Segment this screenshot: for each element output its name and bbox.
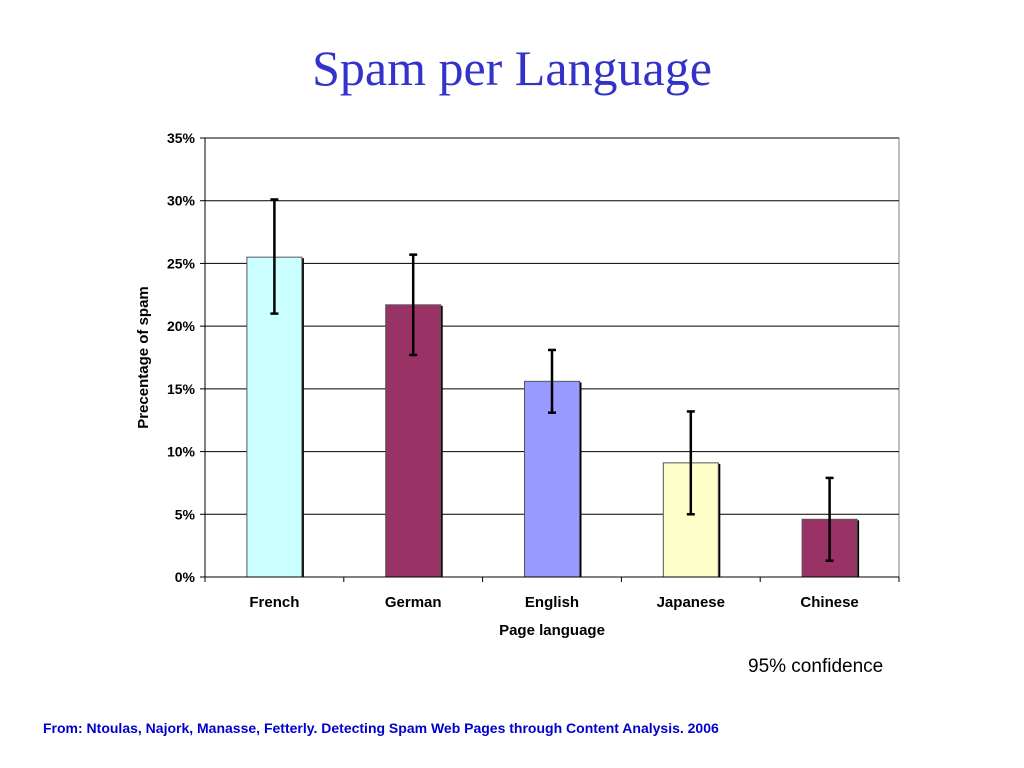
y-tick-label: 20% [167, 318, 196, 334]
x-tick-label: French [249, 594, 299, 611]
source-citation: From: Ntoulas, Najork, Manasse, Fetterly… [43, 720, 719, 736]
y-tick-label: 0% [175, 569, 196, 585]
y-tick-label: 5% [175, 506, 196, 522]
x-tick-label: German [385, 594, 442, 611]
x-tick-label: English [525, 594, 579, 611]
x-tick-label: Chinese [800, 594, 858, 611]
y-tick-label: 10% [167, 444, 196, 460]
y-axis-title: Precentage of spam [135, 286, 152, 429]
slide-title: Spam per Language [312, 40, 712, 96]
x-axis-title: Page language [499, 622, 605, 639]
y-tick-label: 25% [167, 255, 196, 271]
y-tick-label: 15% [167, 381, 196, 397]
y-tick-label: 35% [167, 130, 196, 146]
confidence-note: 95% confidence [748, 656, 884, 677]
y-tick-label: 30% [167, 193, 196, 209]
x-tick-label: Japanese [657, 594, 725, 611]
